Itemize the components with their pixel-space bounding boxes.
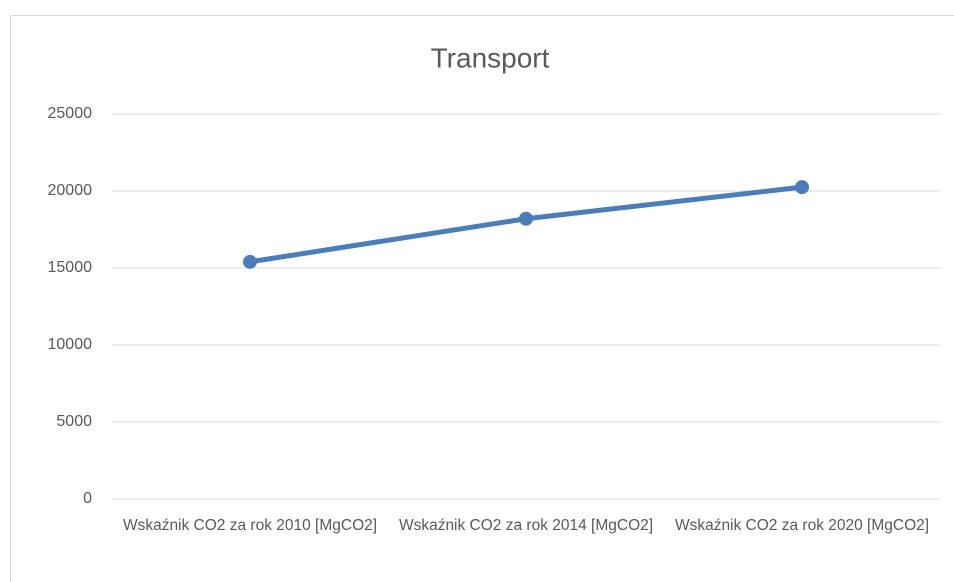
x-tick-label: Wskaźnik CO2 za rok 2014 [MgCO2] — [398, 517, 654, 534]
marker — [519, 211, 533, 226]
chart-title: Transport — [431, 42, 550, 73]
y-tick-label: 20000 — [48, 182, 93, 199]
y-tick-label: 15000 — [48, 259, 93, 276]
x-tick-label: Wskaźnik CO2 za rok 2010 [MgCO2] — [122, 517, 378, 534]
marker — [243, 254, 257, 269]
y-tick-label: 0 — [83, 490, 92, 507]
x-tick-label: Wskaźnik CO2 za rok 2020 [MgCO2] — [674, 517, 930, 534]
y-tick-label: 5000 — [56, 413, 92, 430]
chart-border — [10, 15, 954, 582]
marker — [795, 180, 809, 195]
y-tick-label: 25000 — [48, 105, 93, 122]
y-tick-label: 10000 — [48, 336, 93, 353]
